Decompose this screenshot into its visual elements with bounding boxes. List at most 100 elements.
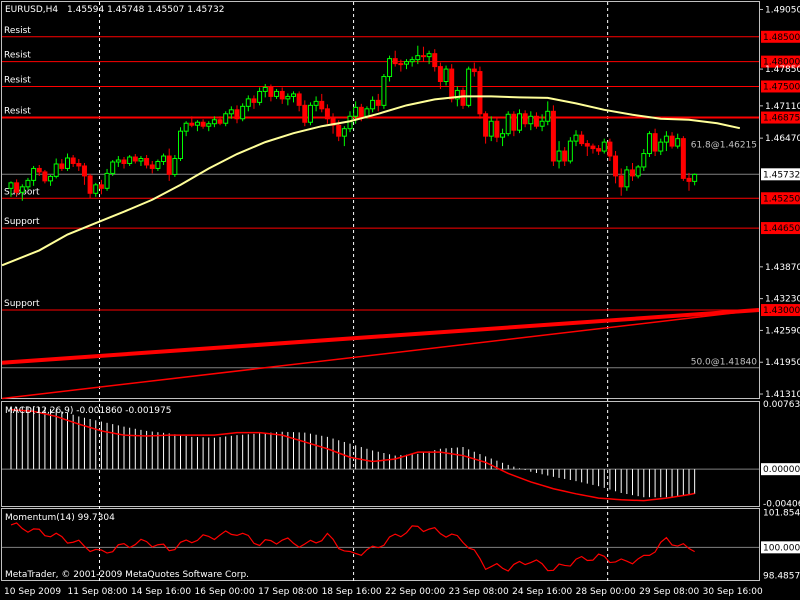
macd-tick-label: 0.000000: [763, 465, 800, 475]
candles: [8, 45, 698, 201]
price-axis: 1.49050 1.47850 1.47110 1.46470 1.43870 1.432…: [759, 5, 800, 400]
candle-body: [149, 164, 155, 169]
momentum-tick-label: 98.4857: [763, 572, 800, 582]
ma-line: [1, 95, 741, 267]
candle-body: [104, 172, 110, 189]
level-price-box: [761, 222, 800, 235]
candle-body: [522, 113, 528, 125]
candle-body: [500, 133, 506, 138]
time-label: 16 Sep 00:00: [195, 587, 255, 597]
candle-body: [584, 143, 590, 147]
price-tick-label: 1.47110: [765, 102, 800, 112]
candle-body: [14, 182, 20, 193]
trendline: [1, 308, 760, 365]
candle-body: [454, 89, 460, 100]
copyright-label: MetaTrader, © 2001-2009 MetaQuotes Softw…: [5, 570, 249, 580]
level-price-label: 1.48000: [763, 58, 800, 68]
candle-body: [161, 155, 167, 162]
candle-body: [375, 99, 381, 106]
candle-body: [200, 121, 206, 127]
candle-body: [680, 138, 686, 179]
candle-body: [36, 167, 42, 173]
momentum-tick-label: 101.8542: [763, 509, 800, 519]
time-label: 17 Sep 08:00: [258, 587, 318, 597]
candle-body: [596, 148, 602, 152]
candle-body: [635, 166, 641, 177]
candle-body: [251, 98, 257, 103]
level-name: Resist: [4, 75, 31, 85]
candle-body: [545, 110, 551, 122]
candle-body: [166, 155, 172, 175]
level-name: Support: [4, 217, 40, 227]
momentum-tick-label: 100.0000: [763, 543, 800, 553]
candle-body: [240, 105, 246, 120]
candle-body: [443, 68, 449, 82]
level-name: Resist: [4, 26, 31, 36]
level-name: Support: [4, 299, 40, 309]
candle-body: [307, 104, 313, 123]
time-axis: 10 Sep 2009 11 Sep 08:00 14 Sep 16:00 16 Se…: [4, 587, 763, 597]
macd-panel: [1, 401, 760, 507]
candle-body: [624, 169, 630, 188]
candle-body: [471, 68, 477, 73]
level-price-box: [761, 304, 800, 317]
time-label: 30 Sep 16:00: [703, 587, 763, 597]
candle-body: [494, 120, 500, 138]
time-label: 28 Sep 00:00: [576, 587, 636, 597]
level-price-label: 1.45250: [763, 194, 800, 204]
candle-body: [607, 141, 613, 157]
candle-body: [194, 121, 200, 126]
level-price-box: [761, 80, 800, 93]
main-price-panel: [1, 1, 760, 399]
candle-body: [437, 66, 443, 82]
candle-body: [675, 138, 681, 147]
level-price-box: [761, 55, 800, 68]
candle-body: [70, 157, 76, 164]
candle-body: [81, 165, 87, 177]
candle-body: [381, 76, 387, 106]
candle-body: [291, 93, 296, 97]
symbol-label: EURUSD,H4: [5, 5, 58, 15]
price-tick-label: 1.47850: [765, 65, 800, 75]
macd-indicator: 0.007639 0.000000 -0.00406: [2, 400, 800, 510]
momentum-title: Momentum(14) 99.7304: [5, 513, 115, 523]
candle-body: [285, 95, 291, 100]
macd-signal-line: [10, 408, 695, 502]
candle-body: [652, 133, 658, 152]
price-tick-label: 1.49050: [765, 5, 800, 15]
candle-body: [296, 93, 302, 106]
candle-body: [324, 108, 330, 120]
trendlines: [1, 308, 760, 400]
candle-body: [567, 140, 573, 162]
candle-body: [477, 71, 483, 115]
candle-body: [392, 58, 398, 65]
candle-body: [313, 100, 319, 106]
period-separators: [99, 2, 609, 581]
candle-body: [364, 108, 370, 117]
candle-body: [426, 53, 432, 58]
price-tick-label: 1.42590: [765, 326, 800, 336]
candle-body: [234, 109, 240, 120]
candle-body: [646, 133, 652, 155]
candle-body: [387, 58, 393, 78]
candle-body: [76, 162, 82, 167]
ohlc-label: 1.45594 1.45748 1.45507 1.45732: [67, 5, 224, 15]
price-tick-label: 1.41950: [765, 358, 800, 368]
level-price-label: 1.47500: [763, 82, 800, 92]
price-tick-label: 1.43870: [765, 263, 800, 273]
candle-body: [517, 113, 522, 131]
candle-body: [19, 186, 25, 193]
level-name: Resist: [4, 107, 31, 117]
macd-tick-label: 0.007639: [763, 400, 800, 410]
candle-body: [178, 130, 183, 160]
candle-body: [48, 175, 54, 182]
candle-body: [483, 113, 489, 137]
candle-body: [257, 90, 263, 103]
candle-body: [121, 159, 127, 164]
candle-body: [217, 119, 223, 124]
candle-body: [59, 163, 65, 169]
candle-body: [449, 68, 455, 100]
time-label: 10 Sep 2009: [4, 587, 61, 597]
candle-body: [370, 99, 376, 110]
